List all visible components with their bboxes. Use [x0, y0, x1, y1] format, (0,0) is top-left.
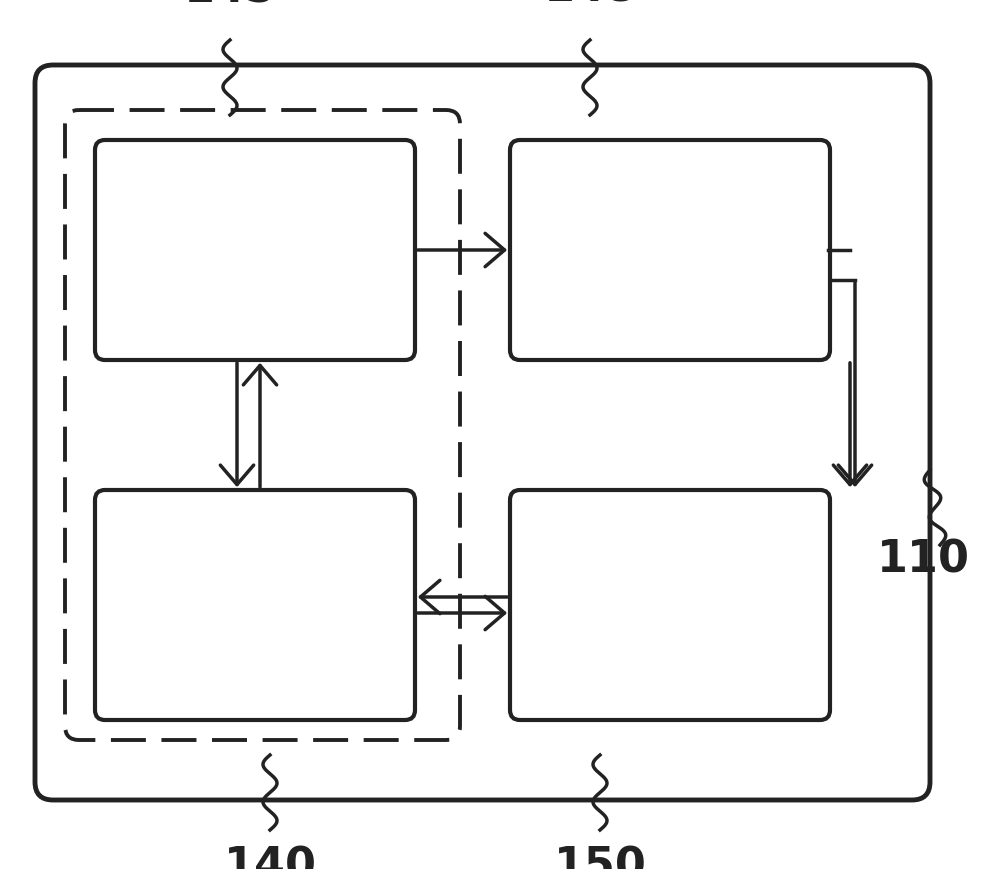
Text: 140: 140: [224, 845, 316, 869]
Text: 150: 150: [554, 845, 647, 869]
FancyBboxPatch shape: [510, 140, 830, 360]
FancyBboxPatch shape: [510, 490, 830, 720]
FancyBboxPatch shape: [95, 490, 415, 720]
FancyBboxPatch shape: [35, 65, 930, 800]
FancyBboxPatch shape: [65, 110, 460, 740]
Text: 110: 110: [877, 539, 970, 581]
Text: 148: 148: [544, 0, 637, 10]
FancyBboxPatch shape: [95, 140, 415, 360]
Text: 145: 145: [184, 0, 277, 10]
